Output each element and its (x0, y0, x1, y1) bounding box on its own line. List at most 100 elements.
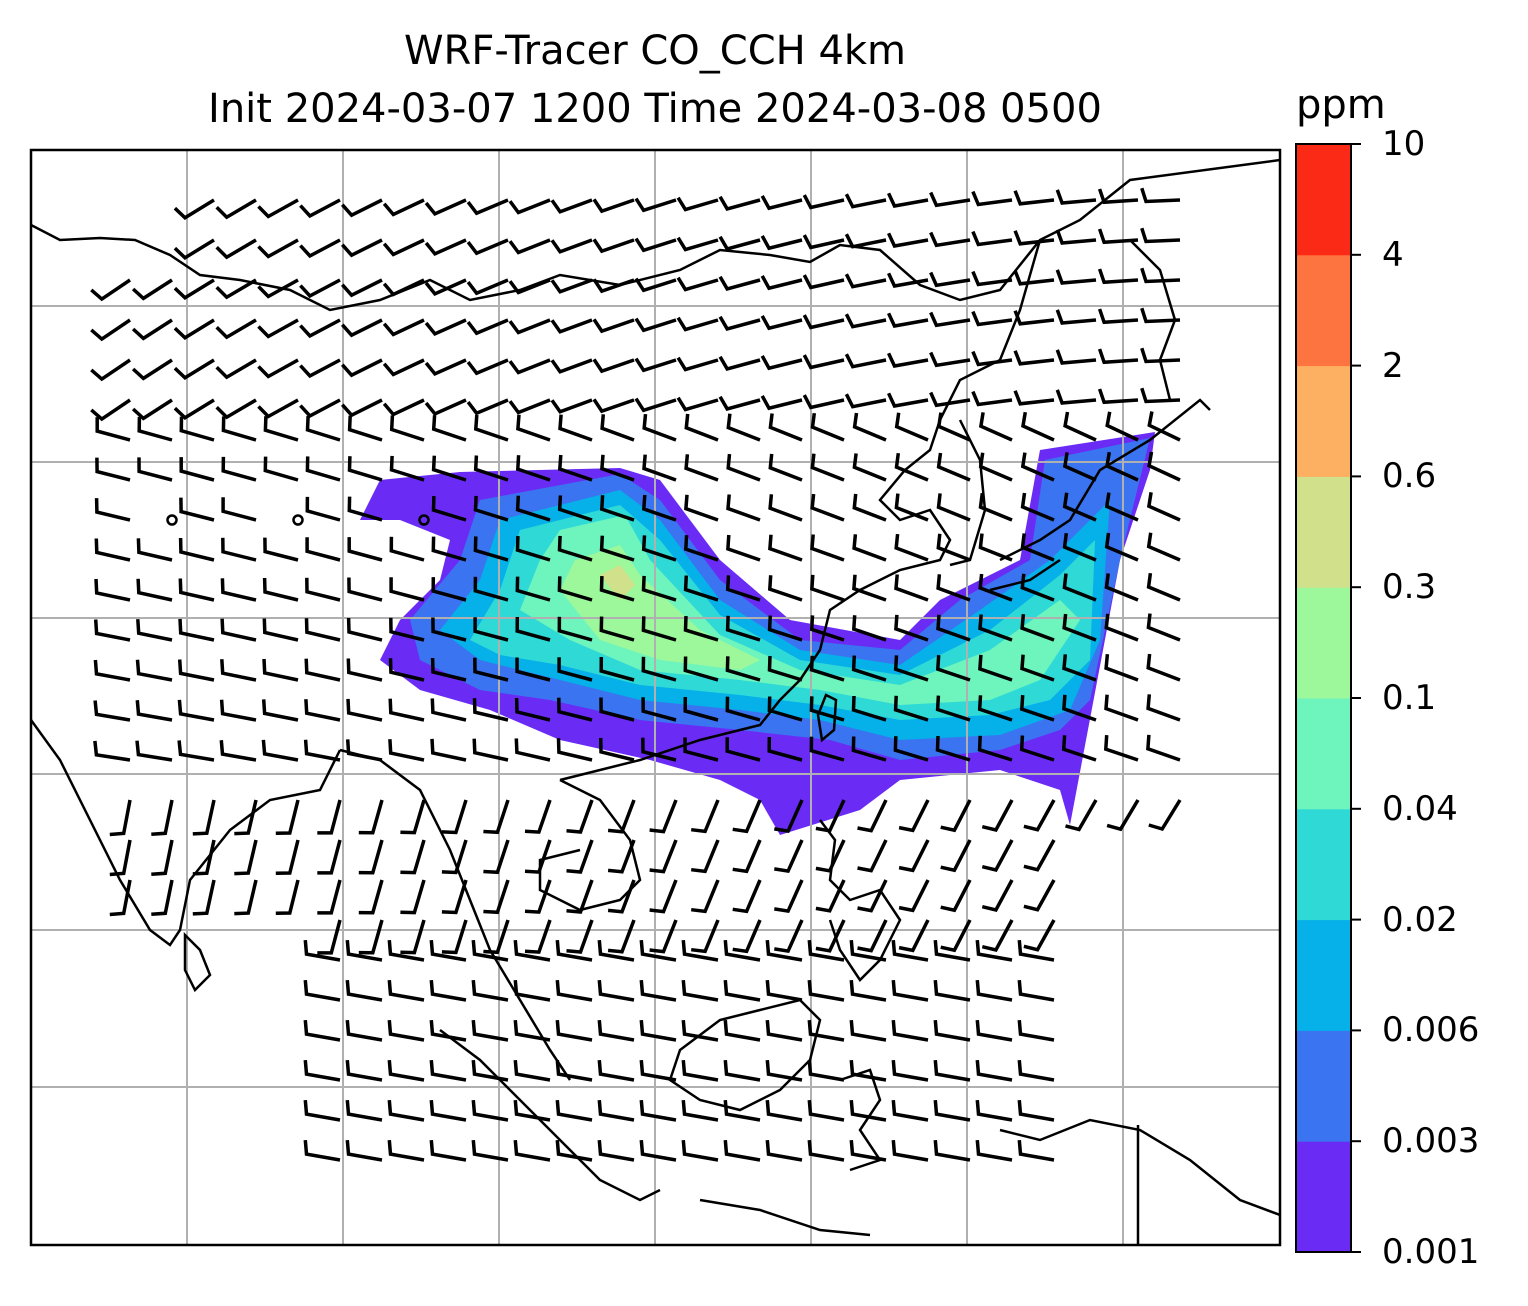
wind-barb (760, 355, 803, 371)
wind-barb (382, 318, 425, 337)
wind-barb (807, 1059, 845, 1082)
wind-barb (809, 655, 845, 682)
wind-barb (472, 738, 509, 762)
wind-barb (430, 738, 467, 762)
wind-barb (857, 919, 888, 953)
wind-barb (600, 414, 635, 442)
wind-barb (382, 238, 425, 257)
wind-barb (765, 1019, 803, 1042)
wind-barb (557, 454, 593, 482)
wind-barb (599, 576, 635, 602)
wind-barb (599, 656, 635, 682)
wind-barb (345, 1019, 383, 1042)
wind-barb (977, 695, 1013, 722)
wind-barb (929, 191, 971, 208)
wind-barb (891, 939, 929, 962)
wind-barb (429, 979, 467, 1002)
wind-barb (566, 799, 594, 834)
wind-barb (936, 412, 971, 442)
wind-barb (642, 454, 677, 482)
wind-barb (555, 979, 593, 1002)
wind-barb (466, 238, 509, 256)
wind-barb (1140, 267, 1181, 284)
wind-barb (566, 839, 594, 874)
wind-barb (641, 575, 677, 602)
wind-barb (1013, 190, 1055, 206)
wind-barb (431, 496, 467, 522)
wind-barb (257, 238, 299, 259)
wind-barb (684, 413, 719, 442)
wind-barb (1147, 451, 1181, 482)
coast-japan (989, 398, 1211, 592)
wind-barb (894, 493, 929, 522)
wind-barb (639, 1099, 677, 1122)
wind-barb (471, 1019, 509, 1042)
wind-barb (215, 278, 257, 300)
wind-barb (723, 1099, 761, 1122)
wind-barb (929, 351, 971, 368)
wind-barb (483, 879, 510, 915)
wind-barb (723, 939, 761, 962)
wind-barb (177, 699, 215, 722)
wind-barb (1146, 694, 1181, 722)
wind-barb (641, 737, 677, 762)
wind-barb (215, 198, 257, 220)
wind-barb (257, 198, 299, 219)
wind-barb (558, 414, 593, 442)
wind-barb (299, 358, 341, 379)
wind-barb (683, 696, 719, 722)
wind-barb (95, 457, 131, 482)
colorbar-tick-label: 0.001 (1382, 1232, 1480, 1272)
wind-barb (975, 939, 1013, 962)
wind-barb (849, 939, 887, 962)
wind-barb (473, 657, 509, 682)
wind-barb (345, 1139, 383, 1162)
wind-barb (810, 412, 845, 442)
wind-barb (483, 799, 510, 835)
wind-barb (1097, 348, 1139, 365)
wind-barb (1062, 532, 1097, 562)
wind-barb (802, 234, 845, 250)
wind-barb (1017, 1139, 1055, 1162)
wind-barb (340, 358, 383, 378)
wind-barb (1023, 879, 1056, 912)
wind-barb (634, 357, 677, 373)
wind-barb (936, 614, 971, 642)
wind-barb (261, 739, 299, 762)
wind-barb (557, 616, 593, 642)
wind-barb (382, 358, 425, 377)
wind-barb (607, 919, 636, 954)
wind-barb (346, 658, 383, 682)
wind-barb (345, 939, 383, 962)
wind-barb (893, 736, 929, 762)
wind-barb (263, 537, 299, 562)
wind-barb (109, 839, 132, 877)
wind-barb (851, 615, 887, 642)
wind-barb (732, 799, 762, 834)
wind-barb (978, 492, 1013, 522)
wind-barb (634, 197, 677, 213)
wind-barb (90, 278, 131, 302)
wind-barb (894, 614, 929, 642)
wind-barb (760, 235, 803, 251)
wind-barb (135, 700, 173, 722)
wind-barb (136, 619, 173, 642)
wind-barb (634, 237, 677, 253)
wind-barb (340, 398, 383, 418)
wind-barb (849, 1059, 887, 1082)
wind-barb (93, 619, 131, 642)
wind-barb (844, 313, 887, 329)
wind-barb (466, 278, 509, 296)
wind-barb (1013, 390, 1055, 406)
wind-barb (473, 414, 509, 442)
wind-barb (898, 839, 930, 873)
wind-barb (400, 799, 426, 835)
wind-barb (262, 618, 299, 642)
wind-barb (173, 318, 215, 340)
wind-barb (317, 799, 342, 835)
wind-barb (557, 657, 593, 682)
wind-barb (90, 398, 131, 422)
wind-barb (681, 979, 719, 1002)
wind-barb (726, 453, 761, 482)
wind-barb (975, 1059, 1013, 1082)
